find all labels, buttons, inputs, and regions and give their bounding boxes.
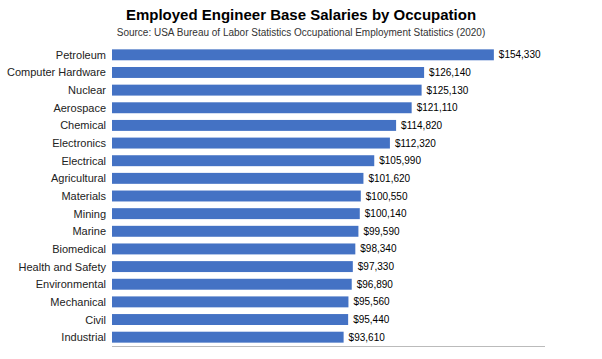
bar (112, 120, 396, 131)
data-label: $100,550 (366, 191, 408, 202)
data-label: $114,820 (401, 120, 442, 131)
y-tick-label: Biomedical (52, 243, 106, 255)
y-tick-label: Mechanical (50, 296, 106, 308)
data-label: $105,990 (379, 155, 421, 166)
data-label: $112,320 (395, 138, 436, 149)
subtitle: Source: USA Bureau of Labor Statistics O… (117, 27, 486, 38)
data-label: $101,620 (368, 173, 410, 184)
data-label: $100,140 (365, 208, 407, 219)
bar (112, 191, 361, 202)
bar (112, 155, 374, 166)
title: Employed Engineer Base Salaries by Occup… (126, 6, 476, 23)
bar (112, 226, 358, 237)
bar (112, 67, 424, 78)
y-tick-label: Marine (72, 225, 106, 237)
data-label: $96,890 (357, 279, 394, 290)
x-axis-line (112, 346, 545, 347)
y-tick-label: Chemical (60, 119, 106, 131)
y-tick-label: Aerospace (53, 102, 106, 114)
bar (112, 279, 352, 290)
data-label: $154,330 (499, 49, 541, 60)
data-label: $98,340 (360, 243, 397, 254)
data-label: $93,610 (349, 332, 386, 343)
chart-container: Employed Engineer Base Salaries by Occup… (0, 0, 602, 359)
y-tick-label: Health and Safety (19, 261, 107, 273)
bar (112, 332, 344, 343)
data-labels: $93,610 $95,440 $95,560 $96,890 $97,330 $98,3… (349, 49, 541, 342)
y-tick-label: Environmental (36, 278, 106, 290)
bar (112, 85, 422, 96)
bar (112, 296, 348, 307)
y-tick-label: Petroleum (56, 49, 106, 61)
y-tick-label: Mining (74, 208, 106, 220)
bar (112, 138, 390, 149)
bar (112, 208, 360, 219)
bar (112, 261, 353, 272)
bar (112, 314, 348, 325)
bar (112, 49, 494, 60)
data-label: $95,440 (353, 314, 390, 325)
bar (112, 243, 355, 254)
data-label: $99,590 (363, 226, 400, 237)
y-tick-label: Electronics (52, 137, 106, 149)
y-tick-label: Electrical (61, 155, 106, 167)
y-tick-label: Civil (85, 314, 106, 326)
y-tick-label: Industrial (61, 331, 106, 343)
data-label: $95,560 (353, 296, 390, 307)
y-tick-labels: Industrial Civil Mechanical Environmental He… (7, 49, 107, 343)
bar (112, 102, 412, 113)
y-tick-label: Computer Hardware (7, 66, 106, 78)
y-tick-label: Materials (61, 190, 106, 202)
data-label: $126,140 (429, 67, 471, 78)
bars (112, 49, 494, 342)
y-tick-label: Agricultural (51, 172, 106, 184)
data-label: $97,330 (358, 261, 395, 272)
y-tick-label: Nuclear (68, 84, 106, 96)
data-label: $125,130 (427, 85, 469, 96)
data-label: $121,110 (417, 102, 458, 113)
bar (112, 173, 363, 184)
chart-svg: Employed Engineer Base Salaries by Occup… (0, 0, 602, 359)
